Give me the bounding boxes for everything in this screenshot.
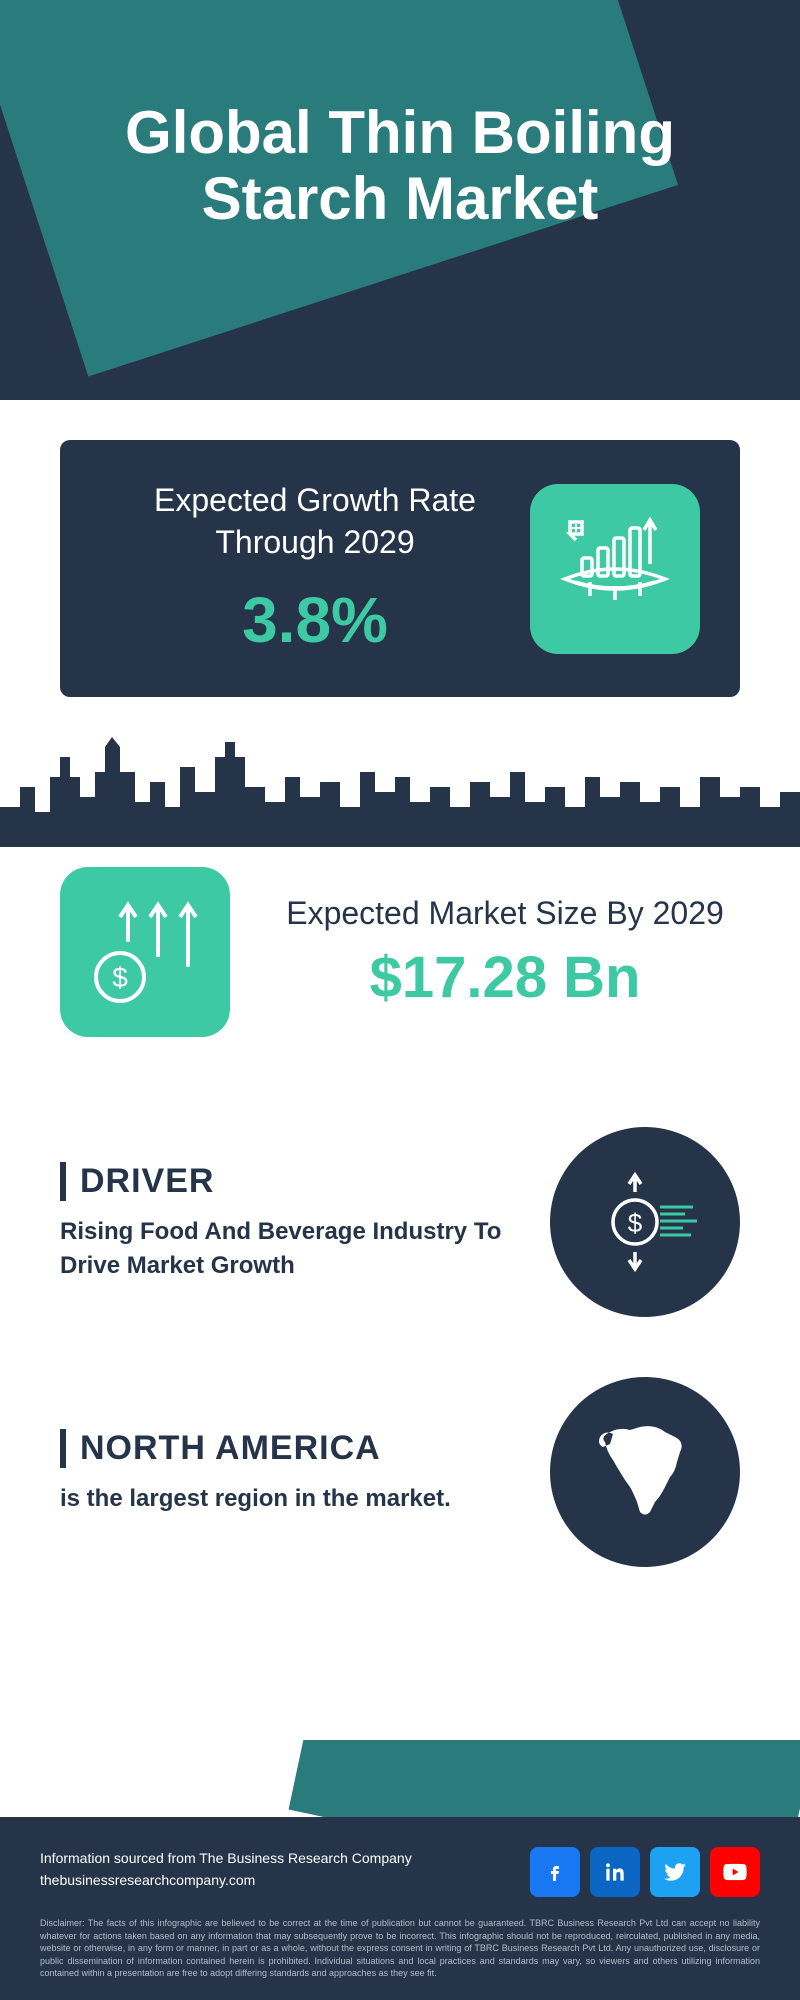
region-heading: NORTH AMERICA — [60, 1429, 510, 1468]
facebook-icon[interactable] — [530, 1847, 580, 1897]
disclaimer-text: Disclaimer: The facts of this infographi… — [40, 1917, 760, 1980]
youtube-icon[interactable] — [710, 1847, 760, 1897]
market-size-value: $17.28 Bn — [270, 944, 740, 1011]
north-america-map-icon — [550, 1377, 740, 1567]
region-text-block: NORTH AMERICA is the largest region in t… — [60, 1429, 510, 1516]
source-attribution: Information sourced from The Business Re… — [40, 1847, 412, 1892]
money-cycle-icon: $ — [550, 1127, 740, 1317]
growth-label: Expected Growth Rate Through 2029 — [100, 480, 530, 563]
market-size-label: Expected Market Size By 2029 — [270, 893, 740, 935]
twitter-icon[interactable] — [650, 1847, 700, 1897]
svg-text:$: $ — [112, 962, 128, 993]
city-skyline-divider — [0, 727, 800, 847]
driver-heading: DRIVER — [60, 1162, 510, 1201]
footer-wrapper: Information sourced from The Business Re… — [0, 1740, 800, 2000]
driver-description: Rising Food And Beverage Industry To Dri… — [60, 1215, 510, 1282]
svg-text:$: $ — [628, 1208, 643, 1238]
market-text-block: Expected Market Size By 2029 $17.28 Bn — [270, 893, 740, 1012]
source-line-1: Information sourced from The Business Re… — [40, 1847, 412, 1869]
growth-value: 3.8% — [100, 583, 530, 657]
region-description: is the largest region in the market. — [60, 1482, 510, 1516]
dollar-arrows-icon: $ — [60, 867, 230, 1037]
driver-text-block: DRIVER Rising Food And Beverage Industry… — [60, 1162, 510, 1282]
market-size-section: $ Expected Market Size By 2029 $17.28 Bn — [0, 847, 800, 1097]
growth-text-block: Expected Growth Rate Through 2029 3.8% — [100, 480, 530, 657]
footer-top-row: Information sourced from The Business Re… — [40, 1847, 760, 1897]
page-title: Global Thin Boiling Starch Market — [0, 100, 800, 232]
spacer — [0, 400, 800, 440]
linkedin-icon[interactable] — [590, 1847, 640, 1897]
source-line-2: thebusinessresearchcompany.com — [40, 1869, 412, 1891]
growth-chart-icon — [530, 484, 700, 654]
header-banner: Global Thin Boiling Starch Market — [0, 0, 800, 400]
footer: Information sourced from The Business Re… — [0, 1817, 800, 2000]
growth-rate-card: Expected Growth Rate Through 2029 3.8% — [60, 440, 740, 697]
driver-section: DRIVER Rising Food And Beverage Industry… — [0, 1097, 800, 1347]
region-section: NORTH AMERICA is the largest region in t… — [0, 1347, 800, 1597]
social-links — [530, 1847, 760, 1897]
